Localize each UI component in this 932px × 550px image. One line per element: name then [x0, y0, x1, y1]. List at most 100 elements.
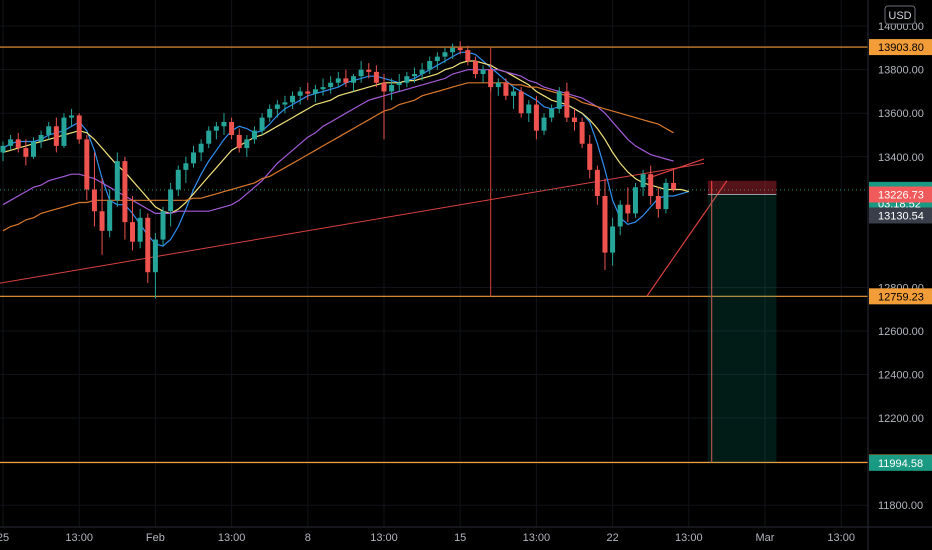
candle — [236, 128, 242, 153]
price-tick-label: 13600.00 — [878, 108, 924, 120]
candle-body — [518, 91, 524, 114]
price-tick-label: 12400.00 — [878, 370, 924, 382]
trendline-support[interactable] — [0, 162, 705, 284]
price-tick-label: 11800.00 — [878, 500, 923, 512]
candle — [229, 117, 235, 140]
price-tags: 13903.8012759.2311996.2513248.1403:18:52… — [869, 39, 932, 471]
candle — [549, 104, 555, 122]
candle-body — [556, 91, 562, 109]
candle — [137, 209, 143, 249]
candle — [351, 74, 357, 92]
price-tag: 12759.23 — [869, 288, 932, 305]
candle-body — [389, 84, 395, 92]
candle-body — [671, 182, 677, 190]
candle — [625, 187, 631, 223]
price-tick-label: 12200.00 — [878, 413, 924, 425]
currency-button[interactable]: USD — [884, 5, 916, 25]
candle-body — [30, 141, 36, 157]
candle-body — [648, 174, 654, 196]
price-tag: 13130.54 — [869, 207, 932, 224]
take-profit-zone[interactable] — [707, 194, 777, 463]
candle — [145, 213, 151, 284]
candle — [419, 63, 425, 81]
candle-body — [381, 82, 387, 92]
trendline-rising-wedge[interactable] — [646, 180, 728, 297]
candle-body — [358, 69, 364, 77]
stop-loss-zone[interactable] — [707, 180, 777, 195]
candle — [472, 56, 478, 79]
candle-body — [236, 135, 242, 149]
candle — [282, 95, 288, 114]
moving-average-line — [2, 69, 674, 214]
candle-body — [640, 174, 646, 188]
currency-label: USD — [888, 10, 911, 22]
candle-body — [343, 78, 349, 83]
candle — [114, 152, 120, 207]
price-tag-background — [869, 186, 932, 203]
candle — [107, 189, 113, 238]
candle-body — [511, 91, 517, 96]
candle — [274, 100, 280, 118]
candle-body — [366, 69, 372, 72]
candle-body — [312, 89, 318, 94]
candle-body — [114, 161, 120, 201]
time-tick-label: 13:00 — [827, 532, 855, 544]
candle — [495, 78, 501, 96]
time-axis[interactable]: 25 13:00 Feb 13:00 8 13:00 15 13:00 22 13:00 Mar 13… — [0, 526, 932, 544]
candle-body — [84, 139, 90, 190]
candle — [526, 100, 532, 122]
candle — [564, 82, 570, 122]
candle — [175, 165, 181, 196]
candle-body — [53, 126, 59, 146]
candle-body — [61, 117, 67, 146]
candle — [396, 74, 402, 92]
candle — [312, 84, 318, 103]
candle-body — [320, 87, 326, 90]
candle — [511, 87, 517, 109]
candle-body — [229, 121, 235, 136]
candle-body — [152, 239, 158, 273]
trend-drawings[interactable] — [0, 47, 868, 463]
candle-body — [572, 117, 577, 122]
candle-body — [419, 69, 425, 75]
candle-body — [465, 50, 471, 61]
candle — [572, 108, 577, 131]
candle — [244, 135, 250, 157]
candle-body — [442, 52, 448, 57]
time-tick-label: 22 — [606, 532, 618, 544]
candle-body — [91, 189, 97, 212]
candle-body — [267, 108, 273, 118]
candle-body — [457, 47, 463, 51]
candle-body — [198, 143, 204, 153]
candle-body — [632, 187, 638, 214]
candle — [617, 200, 623, 236]
candle-body — [594, 169, 600, 196]
candle — [191, 145, 196, 168]
candle-body — [259, 117, 265, 131]
candle — [480, 65, 486, 83]
candle-body — [587, 143, 593, 170]
candle — [373, 65, 379, 88]
candle — [632, 182, 638, 218]
candle — [221, 113, 227, 136]
candle-body — [213, 126, 219, 131]
candle-body — [0, 145, 6, 153]
candle-body — [191, 152, 196, 164]
candle — [579, 117, 585, 149]
candle-body — [526, 104, 532, 114]
candle-body — [427, 60, 433, 70]
candle-body — [38, 135, 44, 142]
candle-body — [495, 82, 501, 88]
candle — [38, 130, 44, 149]
horizontal-levels[interactable] — [0, 46, 868, 464]
candle-body — [602, 195, 608, 253]
candle-body — [610, 226, 616, 253]
trendline-wedge-top[interactable] — [646, 158, 705, 180]
candle-body — [46, 126, 52, 136]
candle — [84, 135, 90, 201]
candle-body — [564, 91, 570, 118]
candle — [53, 117, 59, 153]
candle — [442, 47, 448, 64]
short-position-tool[interactable] — [707, 180, 777, 463]
